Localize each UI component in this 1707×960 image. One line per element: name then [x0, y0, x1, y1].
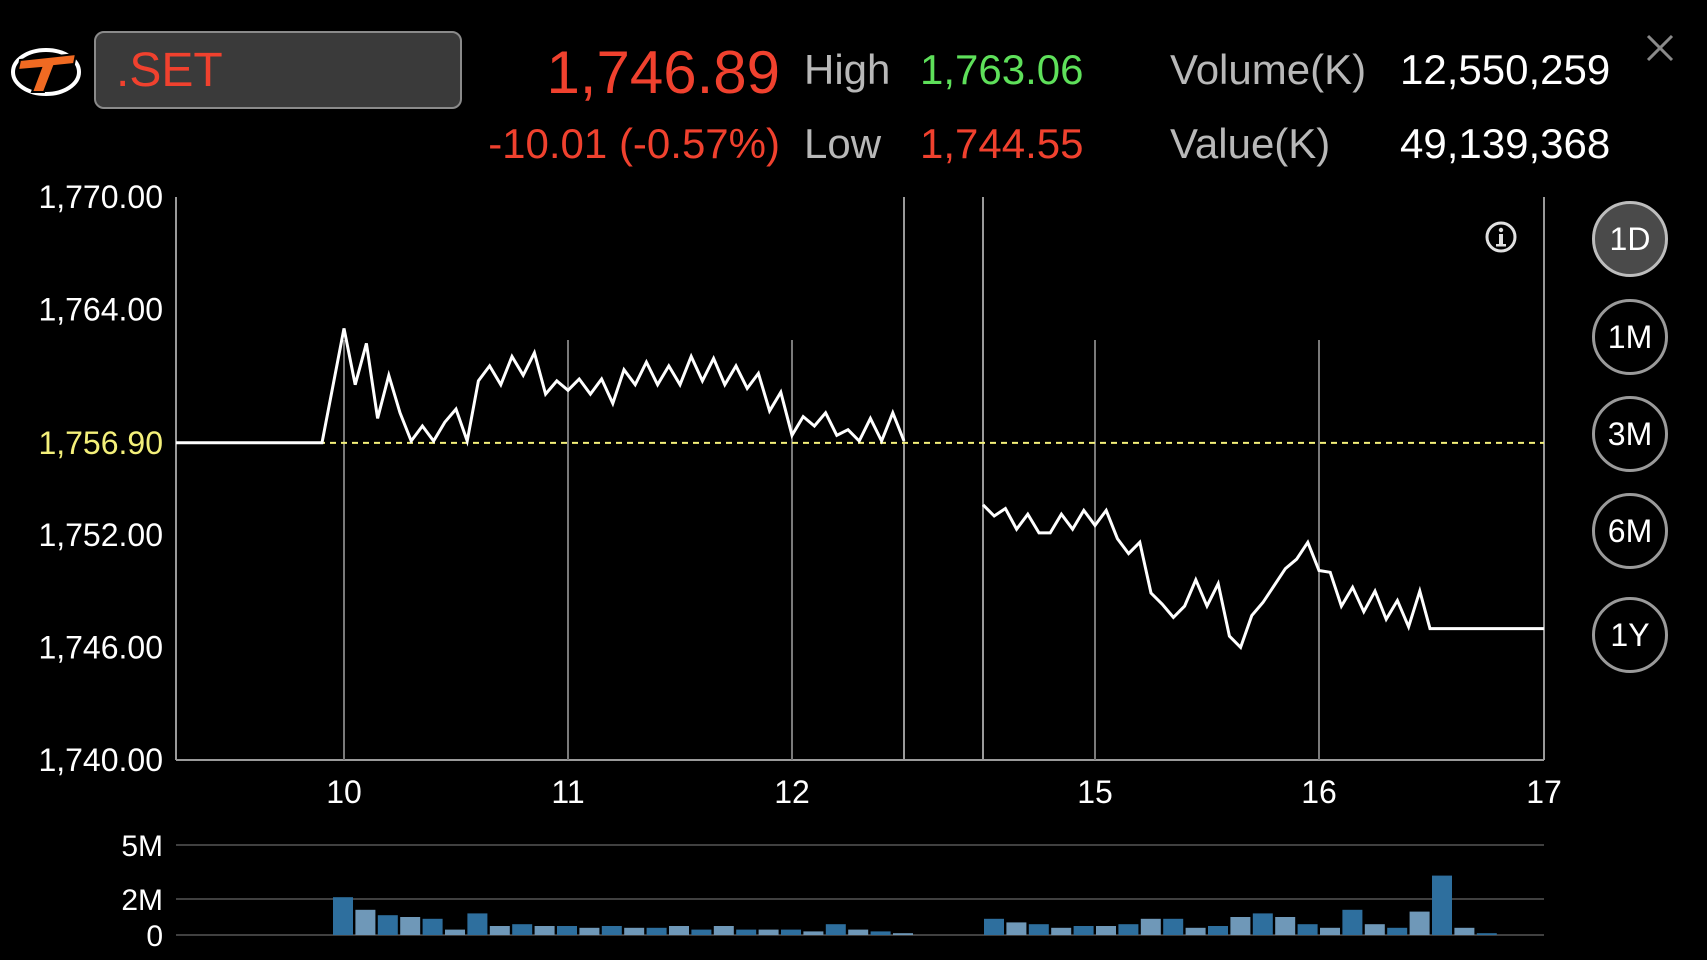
low-value: 1,744.55	[920, 120, 1084, 167]
volume-bar	[1409, 911, 1430, 935]
volume-bar	[781, 929, 801, 935]
volume-chart: 5M 2M0	[121, 830, 1544, 953]
volume-bar	[1096, 926, 1116, 935]
volume-bar	[1476, 933, 1497, 935]
volume-bar	[489, 926, 510, 935]
volume-bar	[713, 926, 734, 935]
last-price: 1,746.89	[546, 39, 780, 106]
high-label: High	[804, 46, 891, 93]
volume-bar	[758, 929, 779, 935]
volume-bar	[1051, 927, 1072, 935]
price-change: -10.01 (-0.57%)	[488, 120, 780, 167]
volume-bar	[333, 897, 353, 935]
volume-tick-label: 5M	[121, 830, 163, 863]
volume-bar	[848, 929, 869, 935]
volume-bar	[1275, 917, 1296, 935]
volume-bar	[1432, 875, 1452, 935]
brand-logo	[10, 46, 82, 98]
volume-bar	[422, 918, 443, 935]
volume-bar	[825, 924, 846, 935]
period-button-1m[interactable]: 1M	[1592, 299, 1668, 375]
volume-bar	[601, 926, 622, 935]
close-icon[interactable]	[1642, 30, 1678, 66]
volume-tick-label: 2M	[121, 884, 163, 917]
volume-bar	[1140, 918, 1161, 935]
x-tick-label: 11	[551, 774, 584, 810]
high-value: 1,763.06	[920, 46, 1084, 93]
volume-bar	[579, 927, 600, 935]
volume-value: 12,550,259	[1400, 46, 1611, 93]
volume-bar	[377, 915, 398, 935]
x-tick-label: 15	[1077, 774, 1113, 810]
y-tick-label: 1,752.00	[38, 517, 163, 553]
value-label: Value(K)	[1170, 120, 1331, 167]
volume-bar	[1185, 927, 1206, 935]
volume-bar	[736, 929, 757, 935]
price-line-afternoon	[981, 503, 1544, 651]
volume-bar	[870, 931, 891, 935]
volume-bar	[512, 924, 533, 935]
x-tick-label: 17	[1526, 774, 1562, 810]
symbol-label: .SET	[116, 44, 223, 97]
volume-bar	[1320, 927, 1340, 935]
volume-bar	[646, 927, 667, 935]
volume-bar	[1387, 927, 1408, 935]
volume-bar	[534, 926, 555, 935]
volume-bar	[355, 909, 376, 935]
previous-close-label: 1,756.90	[38, 425, 163, 461]
period-button-1y[interactable]: 1Y	[1592, 597, 1668, 673]
x-tick-label: 10	[326, 774, 362, 810]
price-line	[176, 328, 1544, 651]
volume-bar	[1118, 924, 1139, 935]
x-axis-ticks: 10 11 12 15 16 17	[326, 774, 1562, 810]
period-button-6m[interactable]: 6M	[1592, 493, 1668, 569]
period-button-1d[interactable]: 1D	[1592, 201, 1668, 277]
volume-bar	[445, 929, 465, 935]
x-tick-label: 12	[774, 774, 810, 810]
low-label: Low	[804, 120, 882, 167]
y-tick-label: 1,746.00	[38, 629, 163, 665]
period-button-3m[interactable]: 3M	[1592, 396, 1668, 472]
volume-bar	[400, 917, 421, 935]
volume-bar	[1208, 926, 1228, 935]
volume-bar	[1028, 924, 1049, 935]
volume-bar	[1297, 924, 1318, 935]
y-axis-ticks: 1,770.00 1,764.00 1,756.90 1,752.00 1,746.00…	[38, 179, 163, 778]
symbol-search-field[interactable]: .SET	[94, 31, 462, 109]
volume-bar	[1163, 918, 1184, 935]
volume-bar	[1342, 909, 1363, 935]
x-tick-label: 16	[1301, 774, 1337, 810]
y-tick-label: 1,764.00	[38, 292, 163, 328]
volume-bar	[1073, 926, 1094, 935]
volume-bar	[984, 918, 1004, 935]
volume-bar	[467, 913, 488, 935]
volume-bar	[803, 931, 824, 935]
value-value: 49,139,368	[1400, 120, 1611, 167]
volume-bar	[624, 927, 645, 935]
info-icon[interactable]	[1484, 220, 1518, 254]
y-tick-label: 1,740.00	[38, 742, 163, 778]
volume-label: Volume(K)	[1170, 46, 1367, 93]
volume-bar	[893, 933, 913, 935]
volume-tick-label: 0	[146, 920, 163, 953]
chart-grid	[175, 197, 1545, 761]
volume-bar	[1364, 924, 1385, 935]
volume-bar	[1454, 927, 1475, 935]
volume-bar	[691, 929, 712, 935]
price-line-morning	[176, 328, 906, 447]
volume-bar	[1006, 922, 1027, 935]
y-tick-label: 1,770.00	[38, 179, 163, 215]
volume-bar	[1252, 913, 1273, 935]
volume-bar	[1230, 917, 1251, 935]
volume-bar	[557, 926, 577, 935]
volume-bar	[669, 926, 689, 935]
